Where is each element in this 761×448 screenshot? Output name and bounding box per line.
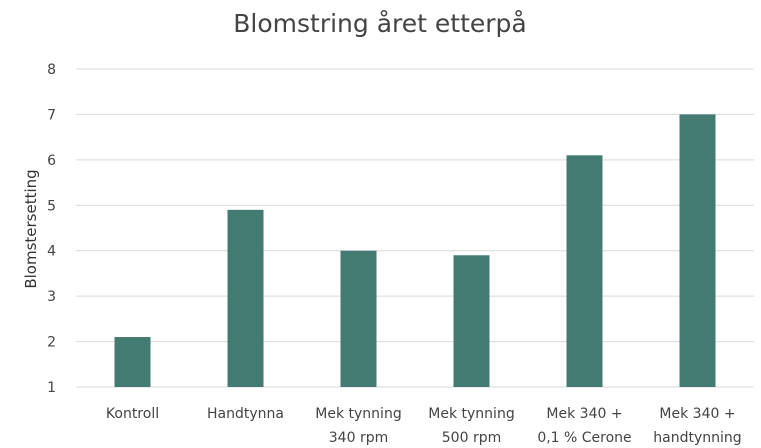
x-tick-label: 340 rpm [329,430,388,446]
bar [566,155,603,387]
y-tick-label: 7 [47,107,56,123]
y-tick-label: 4 [47,244,56,260]
y-tick-label: 6 [47,153,56,169]
x-tick-label: Mek tynning [315,406,401,422]
bar [679,114,716,387]
bars [114,114,716,387]
x-tick-label: Kontroll [106,406,159,422]
x-tick-label: handtynning [653,430,741,446]
grid-layer [76,68,754,388]
x-tick-label: Mek 340 + [659,406,735,422]
chart-title: Blomstring året etterpå [233,9,526,38]
x-tick-label: 500 rpm [442,430,501,446]
bar [340,250,377,387]
x-tick-label: 0,1 % Cerone [537,430,631,446]
x-tick-label: Handtynna [207,406,284,422]
y-tick-label: 3 [47,289,56,305]
x-tick-label: Mek tynning [428,406,514,422]
y-tick-label: 5 [47,198,56,214]
bar [453,255,490,387]
y-tick-label: 1 [47,380,56,396]
y-tick-label: 2 [47,335,56,351]
y-axis-label: Blomstersetting [22,169,40,288]
y-tick-labels: 1 2 3 4 5 6 7 8 [47,62,56,396]
x-tick-label: Mek 340 + [546,406,622,422]
bar [114,337,151,387]
bar [227,209,264,387]
y-tick-label: 8 [47,62,56,78]
x-tick-labels: Kontroll Handtynna Mek tynning 340 rpm Mek t… [106,406,742,446]
